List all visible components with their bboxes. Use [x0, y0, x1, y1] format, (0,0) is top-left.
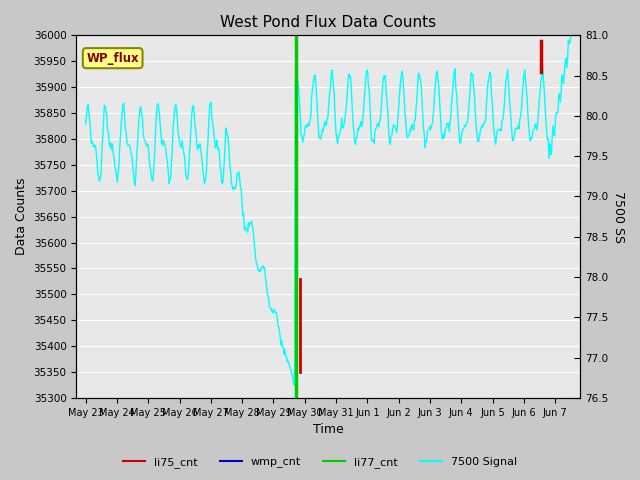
Text: WP_flux: WP_flux [86, 52, 139, 65]
Y-axis label: 7500 SS: 7500 SS [612, 191, 625, 242]
Title: West Pond Flux Data Counts: West Pond Flux Data Counts [220, 15, 436, 30]
Y-axis label: Data Counts: Data Counts [15, 178, 28, 255]
Legend: li75_cnt, wmp_cnt, li77_cnt, 7500 Signal: li75_cnt, wmp_cnt, li77_cnt, 7500 Signal [118, 452, 522, 472]
X-axis label: Time: Time [313, 423, 344, 436]
